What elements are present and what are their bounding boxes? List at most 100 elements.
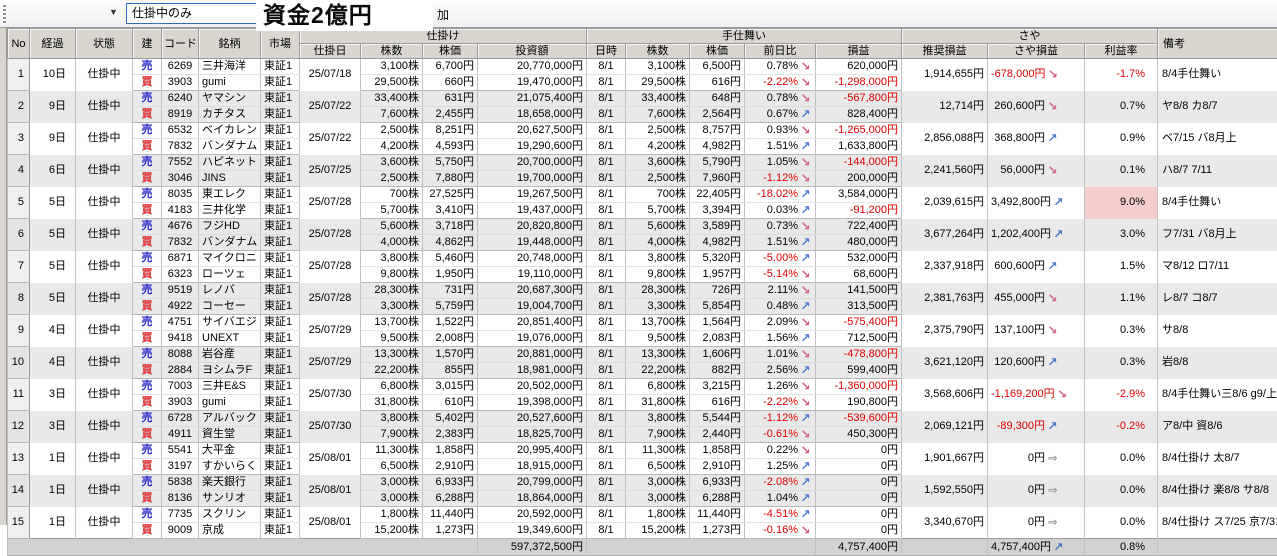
saya-trend-arrow-icon: ↘ [1045, 323, 1060, 338]
cell-entry-price: 610円 [423, 395, 478, 411]
trend-arrow-icon: ↗ [798, 363, 813, 378]
cell-suggested-pl: 2,856,088円 [902, 123, 988, 155]
cell-entry-qty: 9,500株 [361, 331, 423, 347]
cell-code: 6871 [162, 251, 199, 267]
cell-suggested-pl: 2,039,615円 [902, 187, 988, 219]
table-row[interactable]: 5 5日 仕掛中 売 8035 東エレク 東証1 25/07/28 700株 2… [8, 187, 1277, 203]
col-header-suggested-pl[interactable]: 推奨損益 [902, 44, 988, 59]
cell-name: バンダナム [199, 235, 261, 251]
cell-investment: 20,995,400円 [478, 443, 587, 459]
cell-name: スクリン [199, 507, 261, 523]
cell-row-number: 11 [8, 379, 30, 411]
col-header-saya-pl[interactable]: さや損益 [988, 44, 1085, 59]
cell-close-qty: 22,200株 [626, 363, 690, 379]
cell-close-date: 8/1 [587, 107, 626, 123]
cell-suggested-pl: 3,621,120円 [902, 347, 988, 379]
col-header-name[interactable]: 銘柄 [199, 29, 261, 59]
cell-name: ハピネット [199, 155, 261, 171]
saya-trend-arrow-icon: ↗ [1051, 195, 1066, 210]
col-header-note[interactable]: 備考 [1158, 29, 1277, 59]
col-header-day-change[interactable]: 前日比 [745, 44, 816, 59]
trend-arrow-icon: ↘ [798, 91, 813, 106]
cell-market: 東証1 [261, 331, 300, 347]
col-header-status[interactable]: 状態 [76, 29, 133, 59]
add-button-partial[interactable]: 加 [437, 6, 449, 23]
col-header-amount[interactable]: 投資額 [478, 44, 587, 59]
saya-trend-arrow-icon: ⇒ [1045, 483, 1060, 498]
cell-code: 5541 [162, 443, 199, 459]
total-investment: 597,372,500円 [478, 539, 587, 556]
cell-close-price: 726円 [690, 283, 745, 299]
col-header-close-price[interactable]: 株価 [690, 44, 745, 59]
col-header-no[interactable]: No [8, 29, 30, 59]
cell-profit-rate: 3.0% [1085, 219, 1158, 251]
cell-investment: 20,527,600円 [478, 411, 587, 427]
cell-close-date: 8/1 [587, 379, 626, 395]
table-row[interactable]: 12 3日 仕掛中 売 6728 アルバック 東証1 25/07/30 3,80… [8, 411, 1277, 427]
cell-side-buy: 買 [133, 171, 162, 187]
table-row[interactable]: 11 3日 仕掛中 売 7003 三井E&S 東証1 25/07/30 6,80… [8, 379, 1277, 395]
table-row[interactable]: 8 5日 仕掛中 売 9519 レノバ 東証1 25/07/28 28,300株… [8, 283, 1277, 299]
col-header-elapsed[interactable]: 経過 [30, 29, 76, 59]
table-row[interactable]: 14 1日 仕掛中 売 5838 楽天銀行 東証1 25/08/01 3,000… [8, 475, 1277, 491]
trend-arrow-icon: ↘ [798, 427, 813, 442]
cell-close-qty: 3,000株 [626, 475, 690, 491]
cell-entry-date: 25/07/29 [300, 315, 361, 347]
cell-side-sell: 売 [133, 379, 162, 395]
toolbar-grip-handle[interactable] [3, 5, 6, 24]
chevron-down-icon[interactable]: ▼ [109, 7, 118, 17]
cell-day-change: 0.78%↘ [745, 91, 816, 107]
cell-entry-price: 27,525円 [423, 187, 478, 203]
cell-row-number: 4 [8, 155, 30, 187]
trend-arrow-icon: ↘ [798, 155, 813, 170]
cell-side-buy: 買 [133, 331, 162, 347]
cell-code: 5838 [162, 475, 199, 491]
cell-close-qty: 6,800株 [626, 379, 690, 395]
trend-arrow-icon: ↘ [798, 347, 813, 362]
filter-dropdown[interactable]: 仕掛中のみ [126, 3, 257, 24]
cell-elapsed: 1日 [30, 443, 76, 475]
cell-name: レノバ [199, 283, 261, 299]
cell-pl: -539,600円 [816, 411, 902, 427]
cell-entry-price: 5,750円 [423, 155, 478, 171]
table-row[interactable]: 4 6日 仕掛中 売 7552 ハピネット 東証1 25/07/25 3,600… [8, 155, 1277, 171]
table-row[interactable]: 6 5日 仕掛中 売 4676 フジHD 東証1 25/07/28 5,600株… [8, 219, 1277, 235]
cell-entry-date: 25/07/25 [300, 155, 361, 187]
col-header-code[interactable]: コード [162, 29, 199, 59]
cell-code: 4751 [162, 315, 199, 331]
table-row[interactable]: 3 9日 仕掛中 売 6532 ベイカレン 東証1 25/07/22 2,500… [8, 123, 1277, 139]
cell-note: フ7/31 バ8月上 [1158, 219, 1277, 251]
col-header-entry-date[interactable]: 仕掛日 [300, 44, 361, 59]
col-header-profit-rate[interactable]: 利益率 [1085, 44, 1158, 59]
table-row[interactable]: 15 1日 仕掛中 売 7735 スクリン 東証1 25/08/01 1,800… [8, 507, 1277, 523]
cell-investment: 20,799,000円 [478, 475, 587, 491]
table-row[interactable]: 13 1日 仕掛中 売 5541 大平金 東証1 25/08/01 11,300… [8, 443, 1277, 459]
col-header-close-date[interactable]: 日時 [587, 44, 626, 59]
col-header-entry-price[interactable]: 株価 [423, 44, 478, 59]
cell-market: 東証1 [261, 299, 300, 315]
cell-entry-price: 1,858円 [423, 443, 478, 459]
cell-close-date: 8/1 [587, 395, 626, 411]
col-header-pl[interactable]: 損益 [816, 44, 902, 59]
cell-close-price: 648円 [690, 91, 745, 107]
cell-pl: 68,600円 [816, 267, 902, 283]
cell-entry-qty: 9,800株 [361, 267, 423, 283]
cell-close-price: 7,960円 [690, 171, 745, 187]
table-row[interactable]: 7 5日 仕掛中 売 6871 マイクロニ 東証1 25/07/28 3,800… [8, 251, 1277, 267]
cell-saya-pl: 3,492,800円↗ [988, 187, 1085, 219]
table-row[interactable]: 9 4日 仕掛中 売 4751 サイバエジ 東証1 25/07/29 13,70… [8, 315, 1277, 331]
table-row[interactable]: 2 9日 仕掛中 売 6240 ヤマシン 東証1 25/07/22 33,400… [8, 91, 1277, 107]
col-header-market[interactable]: 市場 [261, 29, 300, 59]
cell-status: 仕掛中 [76, 59, 133, 91]
cell-profit-rate: 0.7% [1085, 91, 1158, 123]
table-row[interactable]: 10 4日 仕掛中 売 8088 岩谷産 東証1 25/07/29 13,300… [8, 347, 1277, 363]
cell-pl: -1,265,000円 [816, 123, 902, 139]
table-row[interactable]: 1 10日 仕掛中 売 6269 三井海洋 東証1 25/07/18 3,100… [8, 59, 1277, 75]
cell-entry-qty: 2,500株 [361, 123, 423, 139]
col-header-entry-qty[interactable]: 株数 [361, 44, 423, 59]
col-header-side[interactable]: 建 [133, 29, 162, 59]
cell-elapsed: 1日 [30, 475, 76, 507]
cell-code: 9519 [162, 283, 199, 299]
cell-close-price: 5,544円 [690, 411, 745, 427]
col-header-close-qty[interactable]: 株数 [626, 44, 690, 59]
